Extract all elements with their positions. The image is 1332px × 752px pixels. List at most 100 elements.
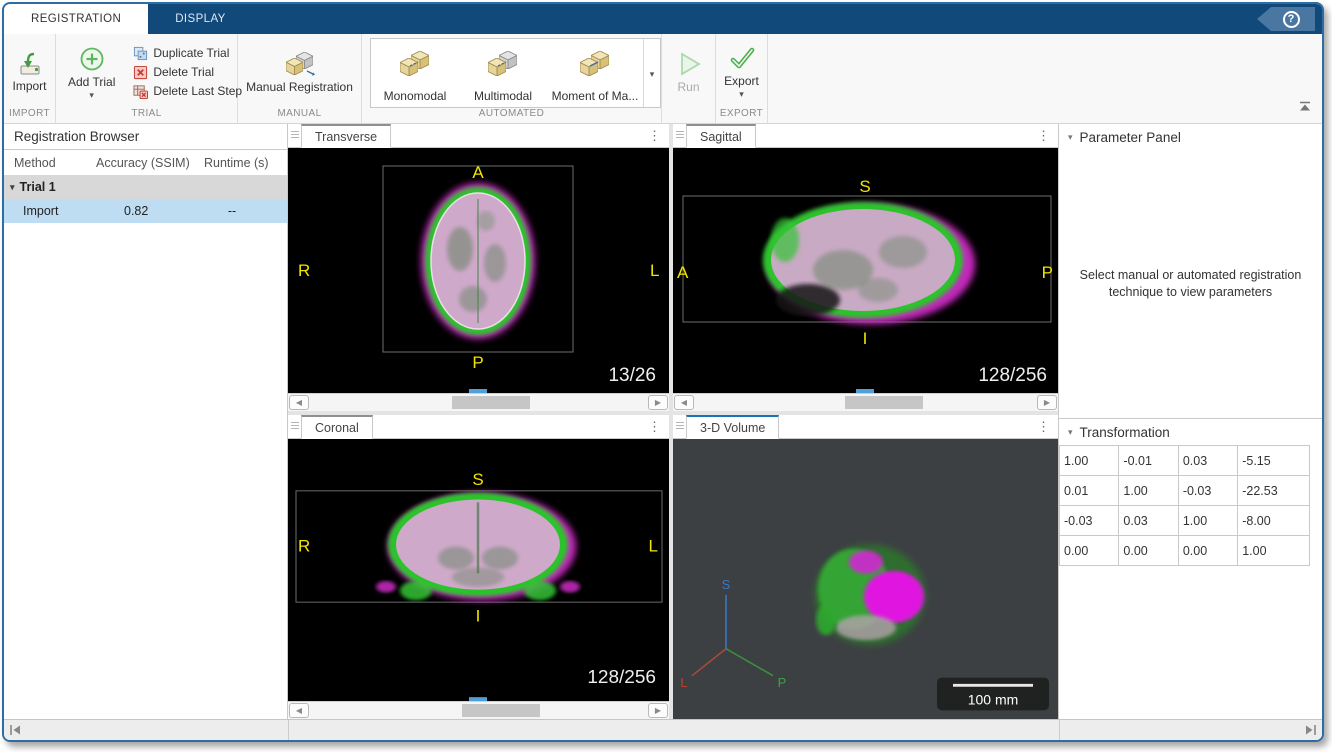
axis-label-posterior: P	[778, 675, 787, 690]
section-manual: Manual Registration MANUAL	[238, 34, 362, 123]
multimodal-icon	[488, 51, 517, 76]
transformation-matrix: 1.00 -0.01 0.03 -5.15 0.01 1.00 -0.03 -2…	[1058, 445, 1310, 566]
matrix-cell: -0.03	[1058, 505, 1120, 536]
coronal-scrollbar[interactable]: ◀ ▶	[288, 701, 669, 719]
tab-sagittal[interactable]: Sagittal	[686, 124, 756, 148]
orientation-label-left: L	[649, 537, 658, 556]
tab-transverse[interactable]: Transverse	[301, 124, 392, 148]
scroll-track[interactable]	[695, 394, 1036, 411]
app-horizontal-scrollbar[interactable]	[4, 719, 1322, 740]
orientation-label-anterior: A	[677, 263, 689, 282]
tab-registration[interactable]: REGISTRATION	[4, 4, 149, 34]
transformation-section: ▾ Transformation 1.00 -0.01 0.03 -5.15 0…	[1058, 418, 1322, 566]
manual-registration-button[interactable]: Manual Registration	[238, 47, 361, 98]
matrix-cell: 0.00	[1118, 535, 1179, 566]
delete-trial-button[interactable]: Delete Trial	[127, 63, 248, 82]
table-row-import[interactable]: Import 0.82 --	[4, 199, 287, 223]
add-trial-button[interactable]: Add Trial ▾	[60, 42, 123, 103]
sagittal-options-icon[interactable]: ⋮	[1037, 127, 1050, 143]
transverse-viewport[interactable]: A R L P 13/26	[288, 148, 669, 393]
add-trial-label: Add Trial	[68, 74, 116, 89]
matrix-row: -0.03 0.03 1.00 -8.00	[1058, 505, 1310, 536]
export-label: Export	[724, 73, 759, 88]
scroll-right-button[interactable]: ▶	[648, 395, 668, 410]
help-button[interactable]: ?	[1257, 7, 1315, 31]
trial-group-row[interactable]: ▾ Trial 1	[4, 175, 287, 199]
skip-to-start-button[interactable]	[9, 723, 21, 740]
delete-last-step-button[interactable]: Delete Last Step	[127, 82, 248, 101]
scale-bar-label: 100 mm	[968, 693, 1019, 708]
import-button[interactable]: Import	[5, 48, 55, 97]
manual-registration-icon	[285, 51, 315, 76]
matrix-row: 1.00 -0.01 0.03 -5.15	[1058, 445, 1310, 476]
column-method: Method	[14, 155, 56, 170]
scroll-right-button[interactable]: ▶	[648, 703, 668, 718]
gallery-dropdown-button[interactable]: ▾	[643, 39, 660, 107]
scroll-left-button[interactable]: ◀	[289, 703, 309, 718]
orientation-label-superior: S	[859, 177, 870, 196]
coronal-tabbar: Coronal ⋮	[288, 415, 669, 439]
drag-grip-icon[interactable]	[676, 131, 684, 140]
bottombar-divider	[1059, 720, 1060, 740]
drag-grip-icon[interactable]	[291, 422, 299, 431]
volume-viewport[interactable]: S L P 100 mm	[673, 439, 1058, 719]
collapse-ribbon-button[interactable]	[1298, 99, 1312, 117]
transformation-header[interactable]: ▾ Transformation	[1059, 419, 1322, 445]
monomodal-label: Monomodal	[383, 89, 447, 103]
gallery-item-monomodal[interactable]: Monomodal	[371, 39, 459, 107]
parameter-panel-header[interactable]: ▾ Parameter Panel	[1059, 124, 1322, 150]
slice-counter: 13/26	[608, 365, 656, 386]
volume-tabbar: 3-D Volume ⋮	[673, 415, 1058, 439]
gallery-item-multimodal[interactable]: Multimodal	[459, 39, 547, 107]
transverse-options-icon[interactable]: ⋮	[648, 127, 661, 143]
moment-of-mass-label: Moment of Ma...	[551, 89, 639, 103]
tab-coronal[interactable]: Coronal	[301, 415, 373, 439]
import-label: Import	[12, 78, 47, 93]
trial-collapse-icon[interactable]: ▾	[10, 181, 15, 192]
orientation-label-superior: S	[472, 470, 483, 489]
slice-counter: 128/256	[587, 666, 656, 687]
parameter-collapse-icon[interactable]: ▾	[1068, 131, 1073, 142]
app-window: REGISTRATION DISPLAY ? Import IMPORT	[2, 2, 1324, 742]
skip-start-icon	[10, 725, 20, 735]
bottombar-divider	[288, 720, 289, 740]
gallery-item-moment-of-mass[interactable]: Moment of Ma...	[547, 39, 643, 107]
drag-grip-icon[interactable]	[291, 131, 299, 140]
transverse-scrollbar[interactable]: ◀ ▶	[288, 393, 669, 411]
matrix-cell: 0.03	[1177, 445, 1239, 476]
right-panel: ▾ Parameter Panel Select manual or autom…	[1058, 124, 1322, 719]
app-tabbar: REGISTRATION DISPLAY ?	[4, 4, 1322, 34]
scroll-left-button[interactable]: ◀	[674, 395, 694, 410]
section-import-label: IMPORT	[8, 108, 51, 119]
export-caret-icon: ▾	[739, 88, 744, 99]
scroll-left-button[interactable]: ◀	[289, 395, 309, 410]
skip-to-end-button[interactable]	[1305, 723, 1317, 740]
scroll-right-button[interactable]: ▶	[1037, 395, 1057, 410]
section-export-label: EXPORT	[719, 108, 764, 119]
transverse-panel: Transverse ⋮	[288, 124, 669, 411]
duplicate-trial-button[interactable]: Duplicate Trial	[127, 44, 248, 63]
tab-3d-volume[interactable]: 3-D Volume	[686, 415, 780, 439]
transformation-collapse-icon[interactable]: ▾	[1068, 426, 1073, 437]
run-button[interactable]: Run	[668, 47, 710, 98]
scroll-thumb[interactable]	[451, 396, 530, 409]
column-accuracy: Accuracy (SSIM)	[96, 155, 190, 170]
scroll-track[interactable]	[310, 702, 647, 719]
orientation-label-inferior: I	[863, 329, 868, 348]
scroll-thumb[interactable]	[845, 396, 924, 409]
sagittal-scrollbar[interactable]: ◀ ▶	[673, 393, 1058, 411]
volume-options-icon[interactable]: ⋮	[1037, 418, 1050, 434]
browser-table-header: Method Accuracy (SSIM) Runtime (s)	[4, 150, 287, 175]
export-button[interactable]: Export ▾	[716, 43, 767, 102]
drag-grip-icon[interactable]	[676, 422, 684, 431]
sagittal-viewport[interactable]: S A P I 128/256	[673, 148, 1058, 393]
scroll-thumb[interactable]	[461, 704, 540, 717]
matrix-cell: 0.01	[1058, 475, 1120, 506]
coronal-viewport[interactable]: S R L I 128/256	[288, 439, 669, 701]
scroll-track[interactable]	[310, 394, 647, 411]
tab-display[interactable]: DISPLAY	[175, 13, 226, 25]
import-icon	[20, 52, 39, 74]
section-automated: Monomodal Multimodal	[362, 34, 662, 123]
coronal-options-icon[interactable]: ⋮	[648, 418, 661, 434]
coronal-panel: Coronal ⋮	[288, 415, 669, 719]
